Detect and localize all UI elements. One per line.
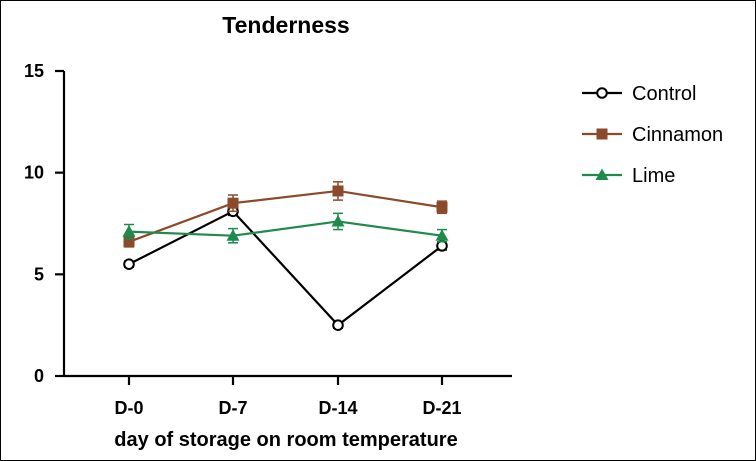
legend-marker-lime (595, 168, 609, 180)
cinnamon-point (436, 201, 448, 213)
x-tick-label: D-14 (318, 398, 357, 418)
series-lime (122, 212, 449, 244)
legend-label-cinnamon: Cinnamon (632, 124, 723, 146)
lime-point (226, 229, 240, 241)
legend-item-cinnamon: Cinnamon (582, 124, 723, 146)
y-tick-label: 5 (34, 264, 44, 284)
y-tick-label: 0 (34, 366, 44, 386)
control-line (128, 209, 443, 327)
lime-point (435, 229, 449, 241)
legend-label-control: Control (632, 83, 696, 105)
legend: Control Cinnamon Lime (582, 83, 723, 187)
x-axis-label: day of storage on room temperature (114, 429, 457, 451)
chart-title: Tenderness (222, 12, 349, 38)
series-cinnamon (123, 181, 448, 248)
lime-point (122, 225, 136, 237)
lime-point (331, 214, 345, 227)
cinnamon-point (227, 197, 239, 209)
control-point (123, 258, 135, 270)
legend-item-lime: Lime (582, 165, 675, 187)
legend-label-lime: Lime (632, 165, 675, 187)
legend-marker-control (596, 87, 608, 99)
y-tick-label: 15 (24, 61, 44, 81)
y-tick-label: 10 (24, 163, 44, 183)
control-point (332, 319, 344, 331)
lime-line (128, 220, 443, 237)
legend-item-control: Control (582, 83, 696, 105)
cinnamon-point (123, 236, 135, 248)
x-tick-label: D-21 (422, 398, 461, 418)
x-tick-label: D-0 (114, 398, 143, 418)
legend-marker-cinnamon (596, 128, 608, 140)
cinnamon-line (128, 189, 443, 243)
x-tick-label: D-7 (218, 398, 247, 418)
cinnamon-point (332, 185, 344, 197)
